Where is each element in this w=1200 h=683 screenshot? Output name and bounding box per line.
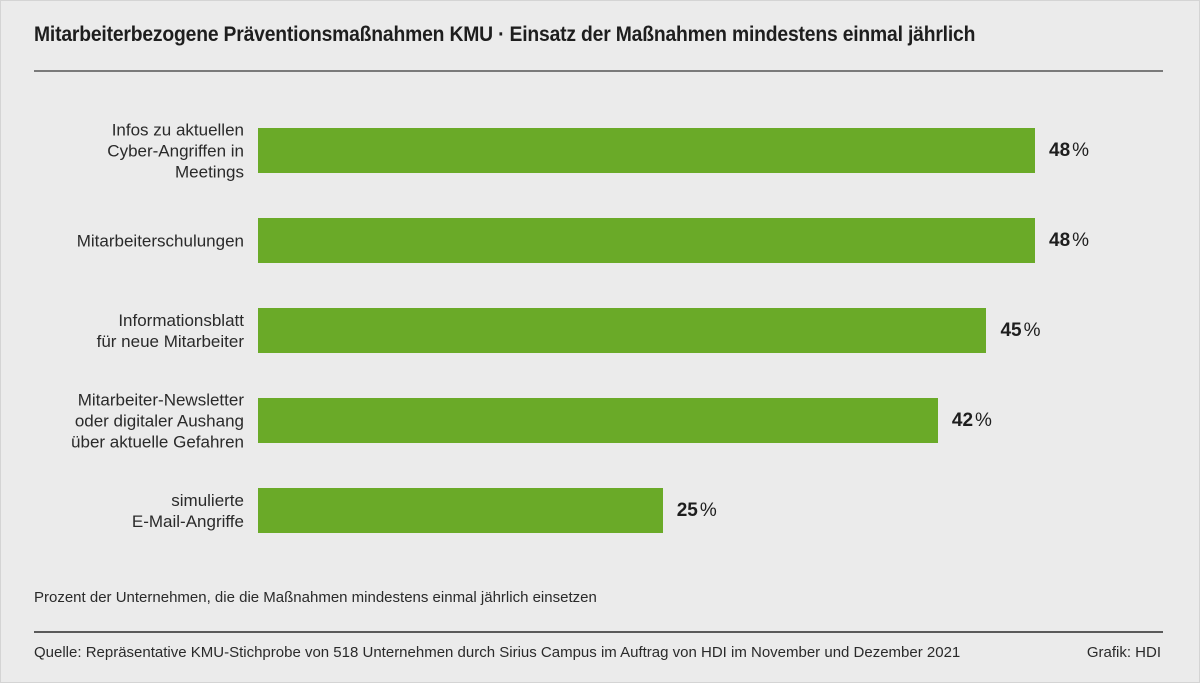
bar-label: simulierte E-Mail-Angriffe [131, 490, 244, 531]
bar-value: 48% [1049, 139, 1090, 161]
bar-value: 45% [1000, 319, 1041, 341]
bar-label: Mitarbeiterschulungen [76, 231, 244, 250]
bar [258, 128, 1035, 173]
bar [258, 488, 663, 533]
bar-row: Infos zu aktuellen Cyber-Angriffen in Me… [1, 120, 1200, 181]
bar-value: 42% [951, 409, 992, 431]
bar-row: simulierte E-Mail-Angriffe 25% [1, 488, 1200, 533]
bar [258, 398, 938, 443]
bar-row: Mitarbeiterschulungen 48% [1, 218, 1200, 263]
bar-value: 25% [676, 499, 717, 521]
bar [258, 218, 1035, 263]
bar-label: Mitarbeiter-Newsletter oder digitaler Au… [71, 390, 244, 451]
chart-note: Prozent der Unternehmen, die die Maßnahm… [34, 589, 597, 606]
chart-title: Mitarbeiterbezogene Präventionsmaßnahmen… [34, 23, 976, 46]
bar-row: Mitarbeiter-Newsletter oder digitaler Au… [1, 390, 1200, 451]
credit-text: Grafik: HDI [1086, 644, 1161, 661]
bar-value: 48% [1049, 229, 1090, 251]
footer-divider [34, 631, 1163, 633]
title-divider [34, 70, 1163, 72]
bar-chart: Infos zu aktuellen Cyber-Angriffen in Me… [1, 1, 1200, 561]
source-text: Quelle: Repräsentative KMU-Stichprobe vo… [34, 644, 961, 661]
bar-label: Informationsblatt für neue Mitarbeiter [96, 310, 244, 351]
bar-row: Informationsblatt für neue Mitarbeiter 4… [1, 308, 1200, 353]
bar-label: Infos zu aktuellen Cyber-Angriffen in Me… [107, 120, 244, 181]
bar [258, 308, 987, 353]
